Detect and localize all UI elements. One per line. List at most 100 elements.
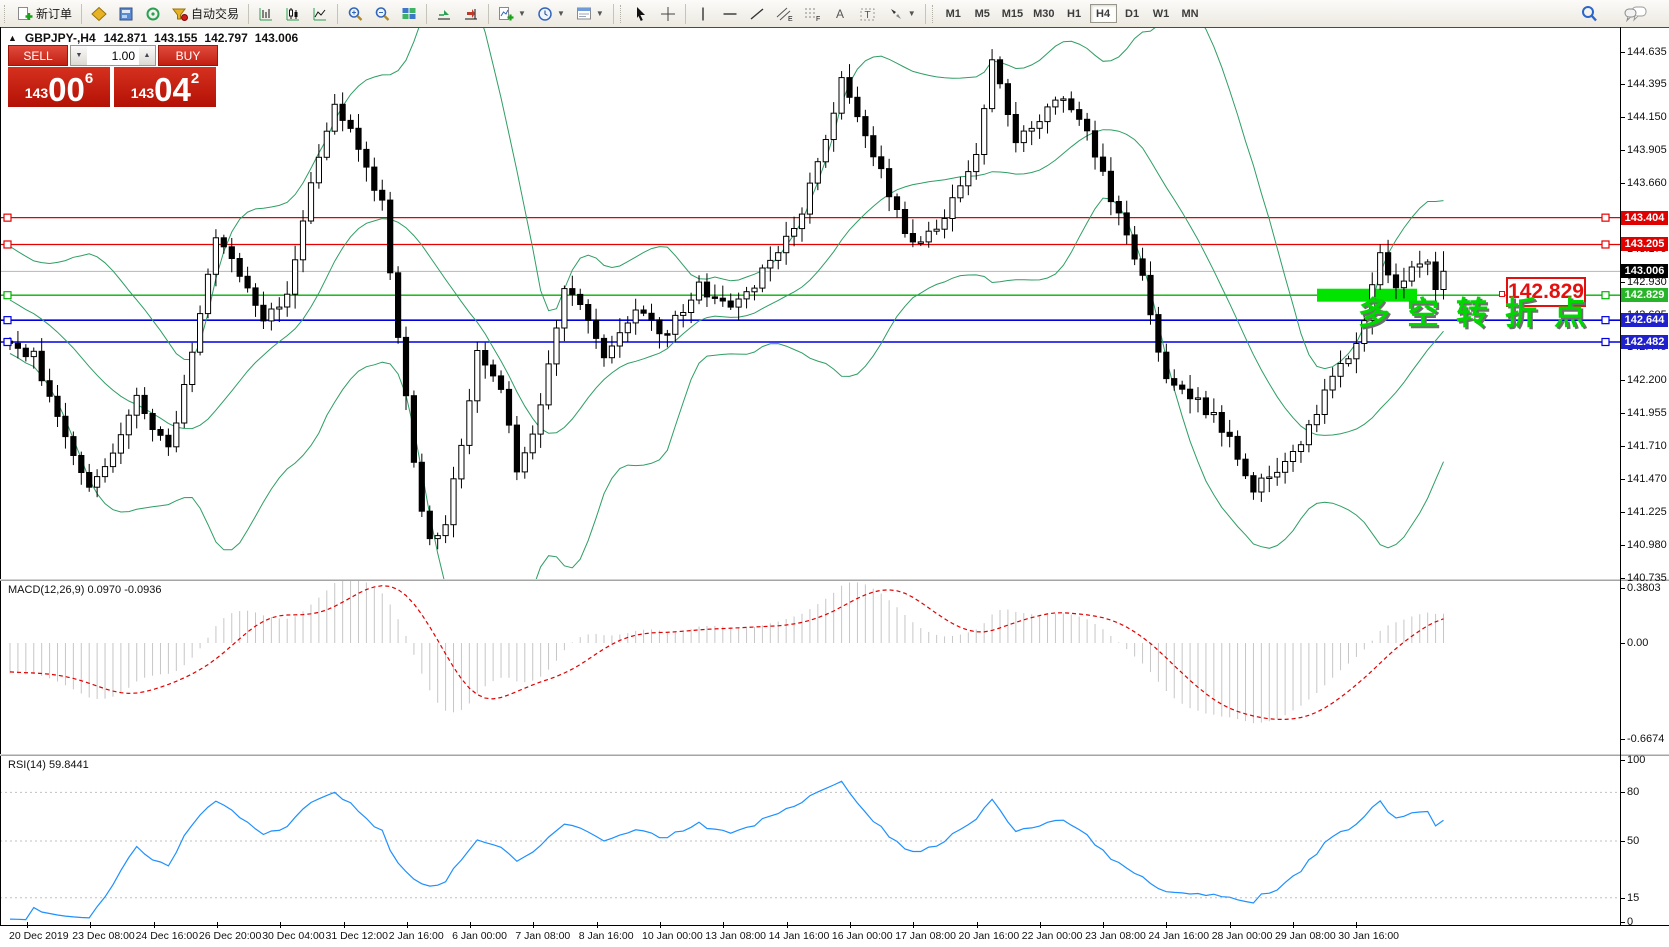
- line-handle[interactable]: [3, 337, 12, 347]
- bar-chart-button[interactable]: [253, 3, 279, 25]
- candle-body: [870, 135, 877, 158]
- candle-body: [537, 404, 544, 435]
- line-handle[interactable]: [3, 240, 12, 249]
- volume-decrease-button[interactable]: ▼: [71, 46, 87, 65]
- time-axis-label: 7 Jan 08:00: [515, 930, 571, 942]
- crosshair-button[interactable]: [655, 3, 681, 25]
- zoom-out-button[interactable]: [369, 3, 395, 25]
- price-chart-pane[interactable]: [0, 28, 1620, 579]
- zoom-in-button[interactable]: [342, 3, 368, 25]
- pane-separator[interactable]: [0, 754, 1669, 756]
- line-handle[interactable]: [3, 291, 12, 300]
- cn-annotation-text[interactable]: 多空转折点: [1358, 295, 1604, 331]
- templates-button[interactable]: ▼: [571, 3, 609, 25]
- volume-increase-button[interactable]: ▲: [139, 46, 155, 65]
- timeframe-mn[interactable]: MN: [1177, 4, 1204, 23]
- candle-body: [157, 429, 164, 436]
- candle-body: [86, 472, 93, 488]
- highlight-bar[interactable]: [1317, 288, 1417, 302]
- candle-body: [355, 127, 362, 150]
- buy-price-main: 04: [154, 70, 191, 108]
- line-handle[interactable]: [1601, 240, 1610, 249]
- equidistant-channel-button[interactable]: E: [771, 3, 798, 25]
- tile-windows-button[interactable]: [396, 3, 422, 25]
- candle-body: [767, 259, 774, 269]
- terminal-icon: [146, 7, 160, 20]
- candle-body: [973, 154, 980, 173]
- line-handle[interactable]: [1601, 213, 1610, 222]
- macd-indicator-pane[interactable]: [0, 581, 1620, 754]
- volume-input[interactable]: [87, 46, 139, 65]
- arrows-button[interactable]: ▼: [883, 3, 921, 25]
- separator: [488, 3, 490, 24]
- sell-button[interactable]: SELL: [8, 45, 68, 66]
- fibonacci-button[interactable]: F: [799, 3, 826, 25]
- price-axis-tick: 140.735: [1627, 571, 1667, 584]
- trendline-button[interactable]: [744, 3, 770, 25]
- timeframe-w1[interactable]: W1: [1148, 4, 1175, 23]
- rsi-indicator-pane[interactable]: [0, 756, 1620, 925]
- time-axis-label: 20 Jan 16:00: [958, 930, 1020, 942]
- sell-price-display[interactable]: 143 00 6: [8, 67, 110, 107]
- timeframe-m30[interactable]: M30: [1029, 4, 1058, 23]
- buy-price-prefix: 143: [130, 85, 155, 101]
- line-chart-button[interactable]: [307, 3, 333, 25]
- text-label-button[interactable]: T: [854, 3, 882, 25]
- line-handle[interactable]: [1601, 291, 1610, 300]
- price-callout-anchor[interactable]: [1499, 291, 1505, 297]
- price-callout-box[interactable]: 142.829: [1506, 277, 1586, 307]
- price-axis-tick: 144.635: [1627, 45, 1667, 58]
- pane-separator[interactable]: [0, 579, 1669, 581]
- market-watch-button[interactable]: [86, 3, 112, 25]
- timeframe-h4[interactable]: H4: [1089, 4, 1117, 23]
- new-order-button[interactable]: 新订单: [12, 3, 77, 25]
- timeframe-m5[interactable]: M5: [969, 4, 996, 23]
- line-handle[interactable]: [1601, 316, 1610, 325]
- candle-body: [149, 413, 156, 430]
- candle-body: [395, 272, 402, 338]
- time-axis-label: 17 Jan 08:00: [895, 930, 956, 942]
- timeframe-d1[interactable]: D1: [1119, 4, 1146, 23]
- line-handle[interactable]: [1601, 337, 1610, 347]
- candle-body: [268, 308, 275, 322]
- auto-scroll-button[interactable]: [431, 3, 457, 25]
- time-axis-label: 31 Dec 12:00: [325, 930, 388, 942]
- search-button[interactable]: [1575, 3, 1603, 25]
- autotrading-button[interactable]: 自动交易: [167, 3, 244, 25]
- chat-button[interactable]: [1619, 3, 1653, 25]
- indicators-button[interactable]: ▼: [493, 3, 531, 25]
- terminal-button[interactable]: [140, 3, 166, 25]
- bollinger-upper-band: [9, 28, 1444, 370]
- timeframe-h1[interactable]: H1: [1061, 4, 1088, 23]
- text-button[interactable]: A: [827, 3, 853, 25]
- separator: [612, 3, 614, 24]
- buy-button[interactable]: BUY: [158, 45, 218, 66]
- candle-body: [1028, 127, 1035, 132]
- candle-body: [1250, 475, 1257, 493]
- trade-panel-collapse-icon[interactable]: ▲: [8, 33, 17, 43]
- template-icon: [576, 7, 591, 19]
- periods-button[interactable]: ▼: [532, 3, 570, 25]
- candle-body: [1068, 98, 1075, 111]
- candlestick-series[interactable]: [6, 49, 1447, 550]
- candle-body: [133, 394, 140, 416]
- candle-body: [1266, 476, 1273, 479]
- timeframe-m1[interactable]: M1: [940, 4, 967, 23]
- candle-body: [497, 375, 505, 390]
- candle-body: [1218, 412, 1225, 433]
- chart-shift-button[interactable]: [458, 3, 484, 25]
- timeframe-m15[interactable]: M15: [998, 4, 1027, 23]
- vertical-line-button[interactable]: [690, 3, 716, 25]
- new-order-label: 新订单: [36, 7, 73, 21]
- horizontal-line-button[interactable]: [717, 3, 743, 25]
- navigator-button[interactable]: [113, 3, 139, 25]
- buy-price-display[interactable]: 143 04 2: [114, 67, 216, 107]
- candle-body: [189, 351, 196, 386]
- line-handle[interactable]: [3, 316, 12, 325]
- candlestick-chart-button[interactable]: [280, 3, 306, 25]
- ohlc-low: 142.797: [204, 31, 248, 45]
- cursor-button[interactable]: [628, 3, 654, 25]
- line-handle[interactable]: [3, 213, 12, 222]
- candle-body: [893, 196, 901, 211]
- candle-body: [1297, 444, 1305, 453]
